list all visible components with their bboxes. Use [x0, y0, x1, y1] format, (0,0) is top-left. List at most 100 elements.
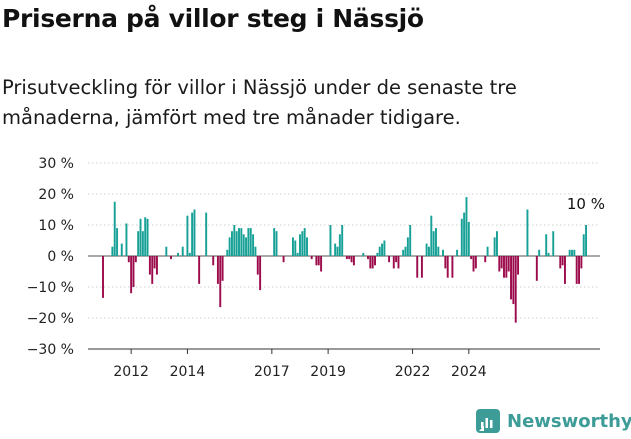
x-tick-label: 2019	[310, 364, 346, 380]
bar	[467, 221, 470, 256]
bar	[334, 243, 337, 256]
bar	[238, 228, 240, 256]
y-tick-label: 0 %	[47, 249, 74, 265]
bar	[226, 249, 229, 256]
bar	[252, 234, 255, 256]
bar	[146, 218, 149, 256]
bar	[165, 246, 168, 256]
bar	[151, 256, 154, 284]
bar	[338, 234, 341, 256]
bar	[303, 228, 306, 256]
bar	[102, 256, 104, 298]
bar	[406, 237, 409, 256]
bar	[132, 256, 135, 287]
bar	[402, 249, 405, 256]
newsworthy-logo-text: Newsworthy	[507, 410, 631, 432]
bar	[186, 215, 189, 256]
bar	[315, 256, 318, 266]
bar	[442, 249, 444, 256]
y-tick-label: 20 %	[38, 187, 74, 203]
bar	[155, 256, 158, 275]
bar	[141, 231, 144, 256]
bar	[507, 256, 510, 272]
bar	[510, 256, 512, 300]
bar	[362, 252, 365, 256]
bar	[388, 256, 391, 263]
bar	[231, 231, 233, 256]
bar	[273, 228, 276, 256]
bar	[444, 256, 447, 269]
bar	[177, 252, 180, 256]
bar	[240, 228, 243, 256]
bar	[329, 225, 332, 256]
bar	[374, 256, 376, 266]
x-tick-label: 2014	[170, 364, 206, 380]
bar	[435, 228, 437, 256]
bar	[432, 231, 435, 256]
bar	[144, 217, 147, 256]
bar	[564, 256, 566, 284]
bar	[404, 246, 407, 256]
bar	[526, 209, 529, 256]
bar	[111, 246, 114, 256]
bar	[282, 256, 285, 263]
bar	[369, 256, 372, 269]
bar	[153, 256, 156, 269]
newsworthy-logo-icon	[476, 409, 500, 433]
bar	[573, 249, 576, 256]
bar	[134, 256, 137, 263]
bar	[259, 256, 262, 291]
bar	[348, 256, 351, 260]
bar	[512, 256, 515, 305]
bar	[500, 256, 503, 269]
bar	[125, 223, 128, 256]
bar	[212, 256, 215, 266]
bar	[456, 249, 459, 256]
chart-subtitle: Prisutveckling för villor i Nässjö under…	[2, 76, 517, 129]
bar	[350, 256, 353, 263]
bar	[460, 218, 463, 256]
bar	[538, 249, 541, 256]
bar	[137, 231, 140, 256]
bar	[378, 246, 381, 256]
bar	[498, 256, 501, 272]
bar	[484, 256, 487, 263]
bar	[446, 256, 449, 278]
bar	[470, 256, 473, 260]
y-tick-label: −20 %	[27, 311, 74, 327]
bar	[301, 231, 304, 256]
bar	[116, 228, 119, 256]
bar	[254, 246, 257, 256]
bar	[376, 252, 379, 256]
bar	[575, 256, 578, 284]
bar	[352, 256, 355, 266]
bar	[193, 209, 196, 256]
bar	[242, 234, 245, 256]
bar	[545, 234, 548, 256]
bar	[559, 256, 562, 269]
x-tick-label: 2022	[395, 364, 431, 380]
bar	[580, 256, 583, 269]
bar	[503, 256, 505, 278]
y-tick-label: 10 %	[38, 218, 74, 234]
bar	[552, 231, 555, 256]
end-value-label: 10 %	[567, 195, 605, 213]
bar	[247, 228, 250, 256]
bar	[465, 197, 468, 256]
bar	[371, 256, 374, 269]
bar	[249, 228, 252, 256]
bar	[420, 256, 423, 278]
bar	[113, 201, 116, 256]
bar	[341, 225, 344, 256]
bar	[216, 256, 219, 284]
bar	[256, 256, 259, 275]
bar	[367, 256, 369, 260]
bar	[235, 231, 238, 256]
bar	[139, 218, 142, 256]
bar	[219, 256, 222, 308]
bar	[296, 252, 299, 256]
bar	[392, 256, 395, 269]
bar	[127, 256, 130, 263]
bar	[571, 249, 573, 256]
